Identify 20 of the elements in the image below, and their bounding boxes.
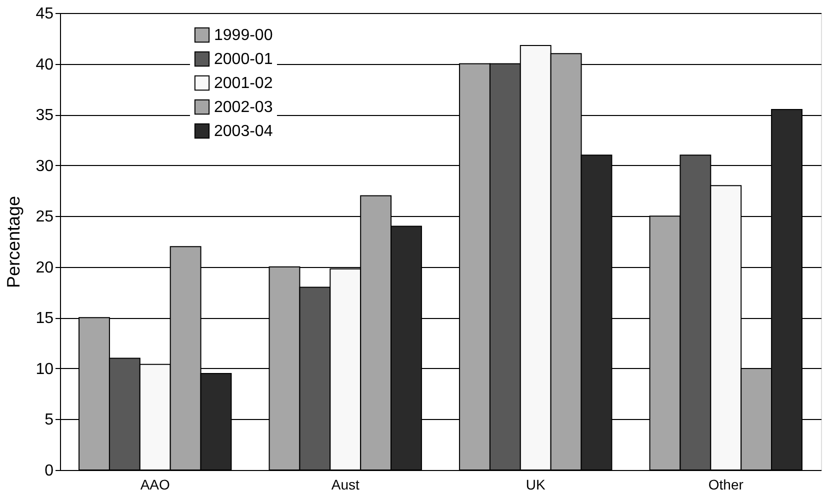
y-tick-label: 40 [36,56,54,74]
y-tick-label: 5 [44,412,54,429]
y-tick-label: 0 [44,462,54,480]
y-tick-label: 45 [36,6,54,22]
y-tick-label: 30 [36,158,54,175]
x-tick-label: AAO [140,476,170,492]
y-tick-label: 20 [36,259,54,276]
x-tick-label: UK [526,476,546,492]
legend-label: 2002-03 [214,99,273,116]
legend-label: 2000-01 [214,51,273,68]
y-axis-title: Percentage [4,196,24,288]
legend-label: 1999-00 [214,27,273,44]
y-tick-label: 35 [36,107,54,124]
y-tick-label: 10 [36,360,54,378]
legend-label: 2001-02 [214,75,273,92]
x-tick-label: Aust [331,476,360,492]
y-tick-label: 25 [36,208,54,226]
legend-label: 2003-04 [214,123,273,140]
y-tick-label: 15 [36,310,54,328]
x-tick-label: Other [708,476,744,492]
